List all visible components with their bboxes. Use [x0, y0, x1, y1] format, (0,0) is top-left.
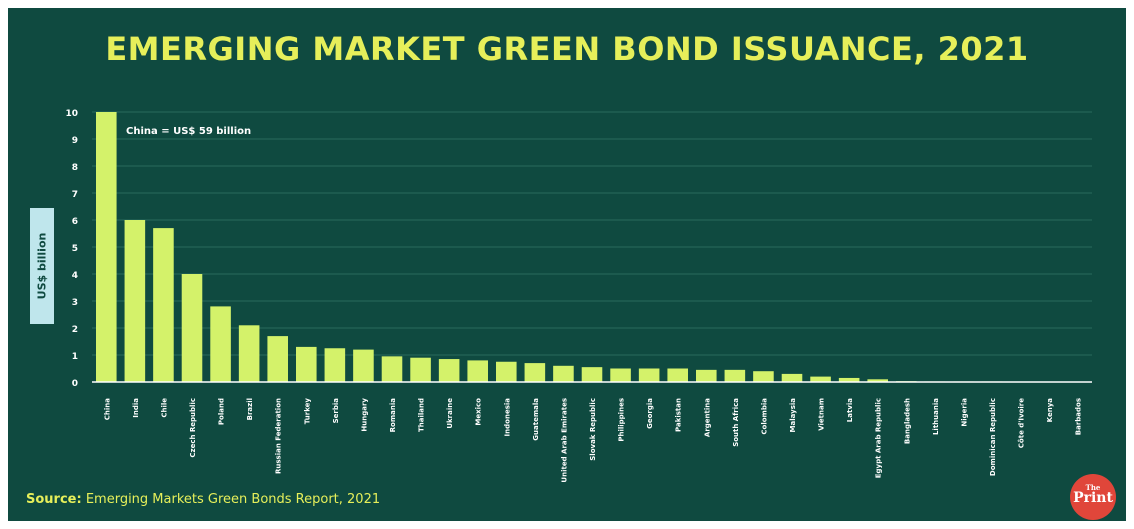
- bar: [181, 274, 203, 382]
- x-tick-label: Chile: [160, 398, 168, 418]
- bar: [96, 112, 117, 382]
- logo-line1: The: [1085, 483, 1101, 492]
- y-tick-label: 3: [72, 298, 78, 308]
- bar: [524, 363, 546, 382]
- x-tick-label: Barbados: [1075, 398, 1083, 435]
- x-tick-label: United Arab Emirates: [560, 398, 568, 483]
- bar: [753, 371, 774, 382]
- bar: [353, 349, 374, 382]
- bar-chart: 0 1 2 3 4 5 6 7 8 9 10 China India Chile Czech Republi…: [65, 109, 1092, 483]
- x-tick-label: Thailand: [418, 398, 426, 432]
- x-tick-label: South Africa: [732, 398, 740, 447]
- x-tick-label: Poland: [218, 398, 226, 425]
- bar: [724, 369, 746, 382]
- x-tick-label: India: [132, 398, 140, 418]
- x-tick-label: Slovak Republic: [589, 398, 597, 461]
- y-tick-label: 2: [72, 325, 78, 335]
- logo-line2: Print: [1073, 490, 1113, 506]
- x-tick-label: Lithuania: [932, 398, 940, 435]
- bar: [638, 368, 660, 382]
- x-tick-label: Egypt Arab Republic: [875, 398, 883, 478]
- y-axis-label-box: [30, 208, 54, 324]
- bar: [781, 373, 803, 382]
- x-tick-label: Dominican Republic: [989, 398, 997, 476]
- source-label: Source:: [26, 492, 82, 507]
- x-tick-label: Georgia: [646, 398, 654, 429]
- x-tick-label: Russian Federation: [275, 398, 283, 474]
- y-tick-label: 0: [72, 379, 78, 389]
- x-tick-label: Ukraine: [446, 398, 454, 429]
- china-annotation: China = US$ 59 billion: [126, 126, 251, 137]
- bar: [238, 325, 260, 382]
- x-tick-label: Philippines: [618, 398, 626, 442]
- bar: [124, 220, 146, 382]
- x-tick-label: Romania: [389, 398, 397, 433]
- bar: [838, 377, 860, 382]
- bar: [324, 348, 346, 382]
- bar: [153, 228, 174, 382]
- x-tick-label: Turkey: [303, 398, 311, 425]
- y-tick-label: 8: [72, 163, 78, 173]
- x-tick-label: Nigeria: [960, 398, 968, 427]
- x-tick-label: Malaysia: [789, 398, 797, 433]
- bar: [210, 306, 231, 382]
- y-tick-label: 6: [72, 217, 78, 227]
- y-tick-label: 1: [72, 352, 78, 362]
- x-tick-label: Kenya: [1046, 398, 1054, 423]
- x-tick-label: Brazil: [246, 398, 254, 420]
- source-text: Emerging Markets Green Bonds Report, 202…: [85, 492, 381, 507]
- x-tick-label: Guatemala: [532, 398, 540, 441]
- x-tick-label: Czech Republic: [189, 398, 197, 458]
- bar: [810, 376, 831, 382]
- theprint-logo: The Print: [1070, 474, 1116, 520]
- bar: [467, 360, 488, 382]
- y-tick-label: 10: [65, 109, 78, 119]
- x-tick-label: Côte d'Ivoire: [1018, 398, 1026, 448]
- x-tick-label: China: [103, 398, 111, 421]
- x-tick-label: Latvia: [846, 398, 854, 422]
- bar: [381, 356, 403, 382]
- y-tick-label: 4: [72, 271, 78, 281]
- bar: [610, 368, 631, 382]
- x-tick-label: Colombia: [760, 398, 768, 435]
- y-tick-label: 7: [72, 190, 78, 200]
- bar: [667, 368, 688, 382]
- x-tick-label: Argentina: [703, 398, 711, 437]
- x-tick-label: Vietnam: [818, 398, 826, 431]
- chart-panel: EMERGING MARKET GREEN BOND ISSUANCE, 202…: [8, 8, 1126, 521]
- source-note: Source: Emerging Markets Green Bonds Rep…: [26, 492, 380, 507]
- bar: [496, 361, 517, 382]
- x-tick-label: Indonesia: [503, 398, 511, 437]
- bar: [867, 379, 888, 382]
- x-tick-label: Hungary: [360, 398, 368, 432]
- bar: [581, 367, 603, 382]
- bar: [267, 336, 288, 382]
- x-tick-label: Pakistan: [675, 398, 683, 432]
- bar: [438, 359, 460, 382]
- bar: [296, 346, 317, 382]
- bar: [553, 365, 574, 382]
- chart-title: EMERGING MARKET GREEN BOND ISSUANCE, 202…: [105, 30, 1029, 68]
- y-tick-label: 5: [72, 244, 78, 254]
- x-tick-label: Mexico: [475, 398, 483, 426]
- bar: [696, 369, 717, 382]
- y-tick-label: 9: [72, 136, 78, 146]
- bar: [410, 357, 431, 382]
- x-tick-label: Serbia: [332, 398, 340, 424]
- x-tick-label: Bangladesh: [903, 398, 911, 444]
